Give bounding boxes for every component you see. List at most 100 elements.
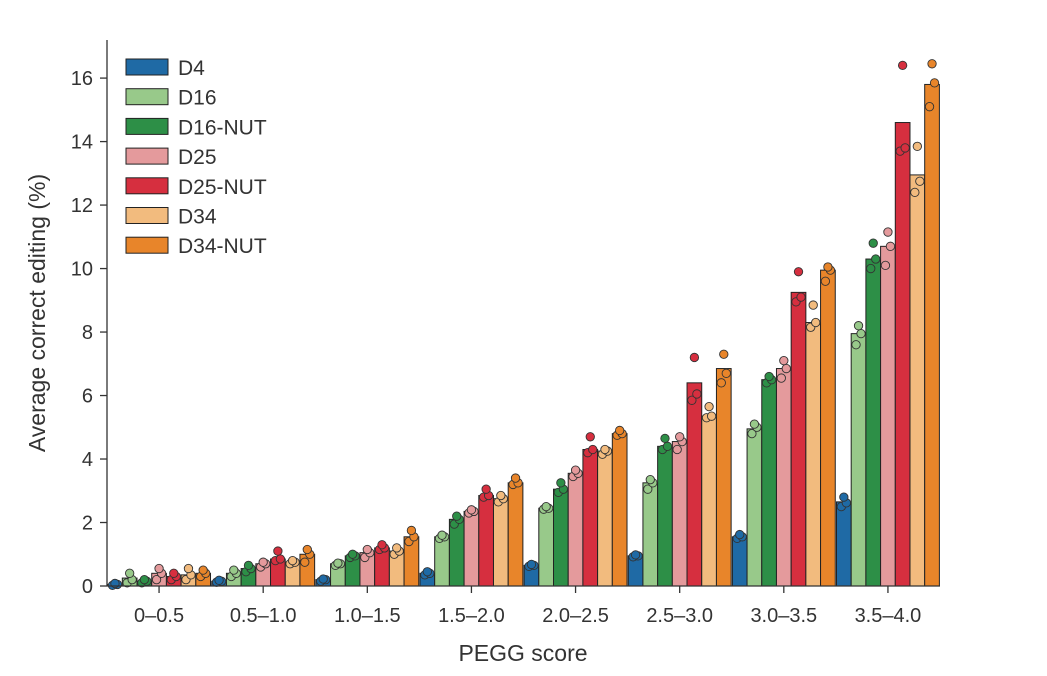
replicate-dot bbox=[883, 227, 893, 237]
bar bbox=[820, 269, 836, 587]
bar bbox=[597, 450, 613, 587]
legend-swatch bbox=[125, 207, 169, 224]
bar bbox=[865, 258, 882, 587]
bar bbox=[894, 122, 911, 587]
replicate-dot bbox=[198, 565, 208, 575]
replicate-dot bbox=[452, 511, 462, 521]
replicate-dot bbox=[747, 428, 757, 439]
axes-layer bbox=[106, 40, 940, 587]
bar bbox=[374, 547, 390, 587]
bar bbox=[492, 498, 509, 587]
replicate-dot bbox=[675, 432, 685, 442]
replicate-dot bbox=[362, 544, 372, 555]
replicate-dot bbox=[302, 544, 312, 555]
replicate-dot bbox=[556, 478, 566, 488]
replicate-dot bbox=[793, 267, 804, 277]
replicate-dot bbox=[300, 557, 310, 567]
replicate-dot bbox=[716, 378, 726, 388]
replicate-dot bbox=[437, 530, 447, 540]
replicate-dot bbox=[868, 238, 878, 248]
legend-label: D16-NUT bbox=[178, 116, 267, 139]
replicate-dot bbox=[660, 433, 670, 444]
replicate-dot bbox=[615, 425, 625, 436]
replicate-dot bbox=[645, 475, 655, 485]
bar bbox=[805, 322, 822, 587]
replicate-dot bbox=[229, 565, 239, 575]
bar bbox=[582, 449, 599, 587]
legend-label: D4 bbox=[178, 57, 205, 80]
x-tick-label: 1.0–1.5 bbox=[334, 605, 401, 627]
replicate-dot bbox=[347, 549, 358, 559]
legend-swatch bbox=[125, 147, 169, 165]
replicate-dot bbox=[880, 260, 891, 271]
legend-swatch bbox=[125, 177, 169, 195]
y-tick-label: 10 bbox=[71, 259, 93, 281]
replicate-dot bbox=[820, 276, 831, 286]
x-tick-label: 1.5–2.0 bbox=[438, 605, 505, 627]
replicate-dot bbox=[125, 568, 135, 578]
replicate-dot bbox=[570, 465, 581, 475]
bar bbox=[463, 510, 480, 587]
replicate-dot bbox=[927, 59, 937, 69]
replicate-dot bbox=[910, 187, 920, 198]
bar bbox=[567, 472, 584, 587]
replicate-dot bbox=[662, 441, 673, 451]
replicate-dot bbox=[630, 550, 641, 560]
legend-label: D34 bbox=[178, 206, 217, 229]
replicate-dot bbox=[856, 328, 866, 339]
replicate-dot bbox=[704, 401, 714, 412]
replicate-dot bbox=[333, 558, 343, 568]
replicate-dot bbox=[897, 60, 908, 71]
bar bbox=[909, 174, 926, 587]
replicate-dot bbox=[823, 262, 833, 272]
replicate-dot bbox=[796, 292, 806, 302]
replicate-dot bbox=[510, 473, 521, 483]
bar bbox=[434, 536, 450, 587]
x-axis-label: PEGG score bbox=[458, 640, 587, 666]
y-tick-label: 6 bbox=[82, 386, 93, 408]
legend-swatch bbox=[125, 58, 169, 76]
x-tick-label: 3.5–4.0 bbox=[855, 605, 922, 627]
bars-layer bbox=[107, 83, 940, 587]
replicate-dot bbox=[749, 419, 760, 429]
replicate-dot bbox=[779, 355, 789, 366]
replicate-dot bbox=[764, 371, 774, 382]
replicate-dot bbox=[588, 444, 598, 455]
bar bbox=[671, 441, 688, 587]
replicate-dot bbox=[924, 102, 935, 112]
legend-swatch bbox=[125, 236, 169, 254]
y-tick-label: 16 bbox=[71, 68, 93, 90]
replicate-dot bbox=[183, 563, 194, 574]
bar bbox=[538, 507, 555, 587]
bar bbox=[507, 482, 524, 587]
replicate-dot bbox=[719, 349, 729, 359]
replicate-dot bbox=[692, 389, 702, 399]
replicate-dot bbox=[214, 575, 224, 585]
replicate-dot bbox=[273, 546, 283, 556]
replicate-dot bbox=[853, 321, 864, 331]
replicate-dot bbox=[496, 490, 506, 501]
bar bbox=[790, 291, 807, 587]
replicate-dots-layer bbox=[107, 59, 940, 591]
replicate-dot bbox=[169, 568, 179, 578]
y-axis-label: Average correct editing (%) bbox=[24, 174, 50, 452]
replicate-dot bbox=[258, 557, 268, 567]
legend-label: D25-NUT bbox=[178, 176, 267, 199]
replicate-dot bbox=[154, 563, 164, 574]
replicate-dot bbox=[672, 444, 682, 455]
bar bbox=[715, 368, 732, 587]
bar bbox=[775, 368, 792, 587]
y-tick-label: 8 bbox=[82, 322, 93, 344]
legend-label: D16 bbox=[178, 87, 217, 110]
replicate-dot bbox=[287, 555, 298, 566]
replicate-dot bbox=[689, 352, 700, 363]
bar bbox=[880, 245, 896, 587]
legend-swatch bbox=[125, 88, 169, 106]
replicate-dot bbox=[275, 554, 286, 564]
bar bbox=[701, 415, 717, 587]
replicate-dot bbox=[643, 484, 653, 494]
replicate-dot bbox=[481, 484, 491, 494]
y-tick-label: 0 bbox=[82, 576, 93, 598]
replicate-dot bbox=[811, 317, 821, 328]
